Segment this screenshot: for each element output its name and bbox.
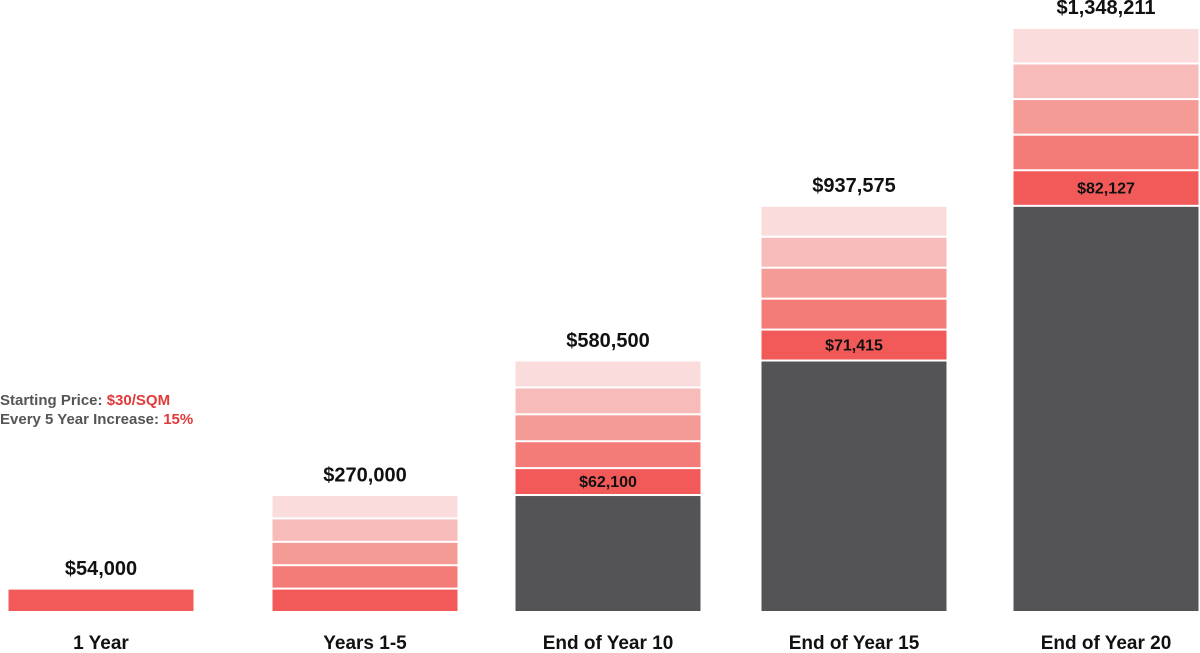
bar-segment xyxy=(515,469,701,495)
annotation: Every 5 Year Increase: 15% xyxy=(0,411,193,428)
bar-segment xyxy=(272,519,458,541)
annotation-highlight: 15% xyxy=(163,411,193,428)
bar-segment xyxy=(515,415,701,441)
total-label: $270,000 xyxy=(323,464,406,486)
bar-segment xyxy=(272,589,458,611)
annotation-text: Starting Price: xyxy=(0,392,103,409)
bar-segment xyxy=(761,206,947,236)
bar-segment xyxy=(761,330,947,360)
total-label: $580,500 xyxy=(566,330,649,352)
total-label: $937,575 xyxy=(812,175,895,197)
bar-segment xyxy=(1013,171,1199,205)
bar-segment xyxy=(515,442,701,468)
bar-segment xyxy=(1013,135,1199,170)
annotation-text: Every 5 Year Increase: xyxy=(0,411,159,428)
bar-segment xyxy=(8,589,194,611)
bar-segment xyxy=(761,268,947,298)
total-label: $1,348,211 xyxy=(1057,0,1156,19)
x-tick-label: End of Year 20 xyxy=(1041,633,1172,653)
bar-segment xyxy=(1013,206,1199,611)
bar-segment xyxy=(272,542,458,565)
bar-segment xyxy=(515,361,701,387)
bar-segment xyxy=(515,496,701,611)
bar-segment xyxy=(515,388,701,414)
bar-segment xyxy=(761,361,947,611)
total-label: $54,000 xyxy=(65,558,137,580)
bar-segment xyxy=(272,496,458,518)
x-tick-label: End of Year 10 xyxy=(543,633,674,653)
bar-segment xyxy=(761,237,947,267)
x-tick-label: 1 Year xyxy=(73,633,129,653)
x-tick-label: End of Year 15 xyxy=(789,633,920,653)
annotation: Starting Price: $30/SQM xyxy=(0,392,170,409)
bar-segment xyxy=(1013,64,1199,99)
bar-segment xyxy=(1013,28,1199,63)
segment-label: $62,100 xyxy=(579,474,637,491)
segment-label: $82,127 xyxy=(1077,180,1135,197)
bar-segment xyxy=(1013,100,1199,134)
bar-segment xyxy=(272,566,458,588)
x-tick-label: Years 1-5 xyxy=(323,633,407,653)
annotation-highlight: $30/SQM xyxy=(107,392,170,409)
segment-label: $71,415 xyxy=(825,337,883,354)
bar-segment xyxy=(761,299,947,329)
